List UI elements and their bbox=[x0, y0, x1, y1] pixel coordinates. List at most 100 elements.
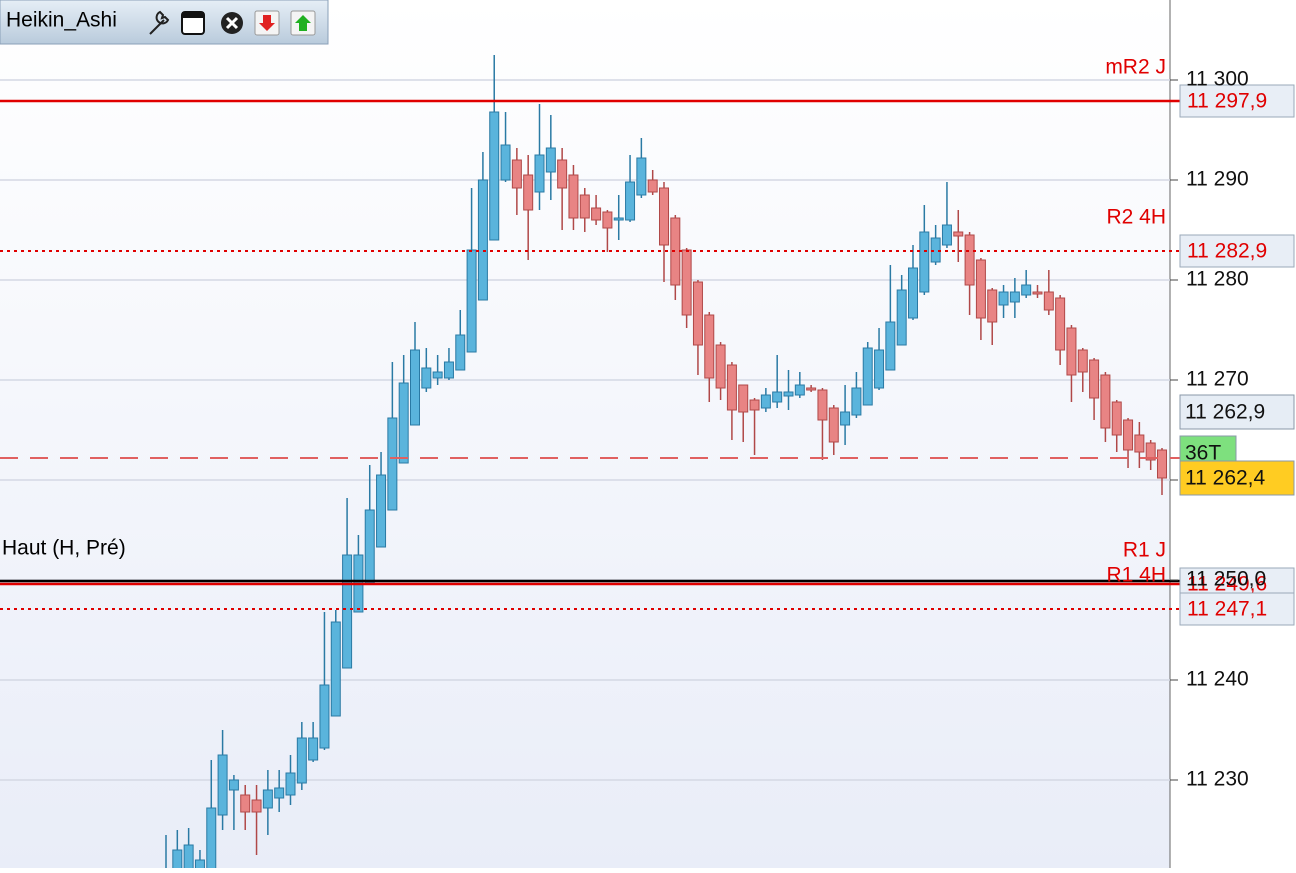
candle-body bbox=[1021, 284, 1032, 296]
candle-body bbox=[919, 231, 930, 293]
candle-body bbox=[749, 399, 760, 411]
price-tag-label: 36T bbox=[1185, 442, 1221, 465]
candle-body bbox=[172, 849, 183, 868]
level-name: R1 4H bbox=[1106, 564, 1166, 587]
candle-body bbox=[1123, 419, 1134, 451]
level-name: mR2 J bbox=[1105, 56, 1166, 79]
candle-body bbox=[534, 154, 545, 193]
move-up-arrow bbox=[295, 15, 311, 31]
candle-body bbox=[251, 799, 262, 813]
level-name: R2 4H bbox=[1106, 206, 1166, 229]
candle-body bbox=[772, 391, 783, 403]
settings-icon[interactable] bbox=[149, 10, 170, 35]
candle-body bbox=[228, 779, 239, 791]
candles bbox=[165, 55, 1167, 868]
y-tick-label: 11 290 bbox=[1186, 168, 1249, 191]
candle-body bbox=[1134, 434, 1145, 453]
candle-body bbox=[806, 387, 817, 391]
level-tag-label: 11 247,1 bbox=[1187, 598, 1267, 621]
price-tag-label: 11 262,4 bbox=[1185, 467, 1266, 490]
toolbar-title: Heikin_Ashi bbox=[6, 9, 117, 32]
y-tick-label: 11 280 bbox=[1186, 268, 1249, 291]
candle-body bbox=[557, 159, 568, 189]
window-icon-bar bbox=[182, 12, 204, 18]
candle-body bbox=[455, 334, 466, 371]
candle-body bbox=[1066, 327, 1077, 376]
y-tick-label: 11 230 bbox=[1186, 768, 1249, 791]
candle-body bbox=[817, 389, 828, 421]
candle-body bbox=[591, 207, 602, 221]
candle-body bbox=[545, 147, 556, 173]
candle-body bbox=[1089, 359, 1100, 399]
candle-body bbox=[1032, 291, 1043, 295]
candle-body bbox=[1043, 291, 1054, 311]
candle-body bbox=[1157, 449, 1167, 479]
candle-body bbox=[738, 384, 749, 413]
candle-body bbox=[342, 554, 353, 669]
candle-body bbox=[183, 844, 194, 868]
candle-body bbox=[319, 684, 330, 749]
candle-body bbox=[896, 289, 907, 346]
candle-body bbox=[726, 364, 737, 411]
candle-body bbox=[613, 217, 624, 221]
candle-body bbox=[1077, 349, 1088, 373]
candle-body bbox=[262, 789, 273, 809]
candle-body bbox=[851, 387, 862, 416]
candle-body bbox=[500, 144, 511, 181]
plot-area bbox=[0, 0, 1170, 868]
candle-body bbox=[704, 314, 715, 379]
candle-body bbox=[477, 179, 488, 301]
candle-body bbox=[760, 394, 771, 409]
level-tag bbox=[1179, 234, 1295, 268]
candle-body bbox=[998, 291, 1009, 306]
levels: mR2 J 11 297,9 R2 4H 11 282,9 Haut (H, Pré) R… bbox=[0, 56, 1295, 626]
candle-body bbox=[941, 224, 952, 246]
price-tag-label: 11 262,9 bbox=[1185, 401, 1265, 424]
candle-body bbox=[1009, 291, 1020, 303]
candle-body bbox=[466, 249, 477, 353]
price-tag bbox=[1179, 460, 1295, 496]
candle-body bbox=[692, 281, 703, 346]
level-tag-label: 11 282,9 bbox=[1187, 240, 1267, 263]
candle-body bbox=[443, 361, 454, 379]
candle-body bbox=[421, 367, 432, 389]
candle-body bbox=[681, 249, 692, 316]
candle-body bbox=[964, 234, 975, 286]
candle-body bbox=[523, 174, 534, 211]
candle-body bbox=[410, 349, 420, 426]
candle-body bbox=[432, 371, 443, 379]
candle-body bbox=[908, 267, 918, 319]
candle-body bbox=[240, 794, 251, 813]
candle-body bbox=[647, 179, 658, 193]
level-tag bbox=[1179, 84, 1295, 118]
candle-body bbox=[285, 772, 296, 796]
candle-body bbox=[296, 737, 307, 784]
y-tick-label: 11 300 bbox=[1186, 68, 1249, 91]
candle-body bbox=[194, 859, 205, 868]
candle-body bbox=[1100, 374, 1111, 429]
price-tag bbox=[1179, 394, 1295, 430]
level-name: Haut (H, Pré) bbox=[2, 537, 126, 560]
candle-body bbox=[953, 231, 964, 237]
candle-body bbox=[783, 391, 794, 397]
candle-body bbox=[308, 737, 319, 761]
candle-body bbox=[568, 174, 579, 219]
candle-body bbox=[625, 181, 636, 221]
candle-body bbox=[274, 787, 285, 799]
candle-body bbox=[1055, 297, 1066, 351]
y-tick-label: 11 250,0 bbox=[1186, 568, 1266, 591]
level-tag-label: 11 297,9 bbox=[1187, 90, 1267, 113]
candle-body bbox=[206, 807, 217, 868]
candle-body bbox=[1111, 401, 1122, 436]
candle-body bbox=[376, 474, 387, 548]
candle-body bbox=[987, 289, 998, 323]
candle-body bbox=[794, 384, 805, 396]
candle-body bbox=[715, 344, 726, 389]
candle-body bbox=[862, 347, 873, 406]
level-tag-label: 11 249,6 bbox=[1187, 573, 1267, 596]
candle-body bbox=[874, 349, 885, 389]
candle-body bbox=[602, 211, 613, 229]
